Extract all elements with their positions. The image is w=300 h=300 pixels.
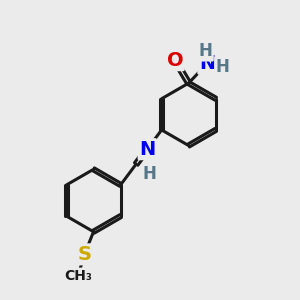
- Text: O: O: [167, 51, 183, 70]
- Text: N: N: [139, 140, 155, 159]
- Text: H: H: [199, 42, 212, 60]
- Text: H: H: [215, 58, 230, 76]
- Text: N: N: [199, 54, 215, 73]
- Text: S: S: [77, 245, 92, 264]
- Text: CH₃: CH₃: [64, 269, 92, 283]
- Text: H: H: [143, 165, 157, 183]
